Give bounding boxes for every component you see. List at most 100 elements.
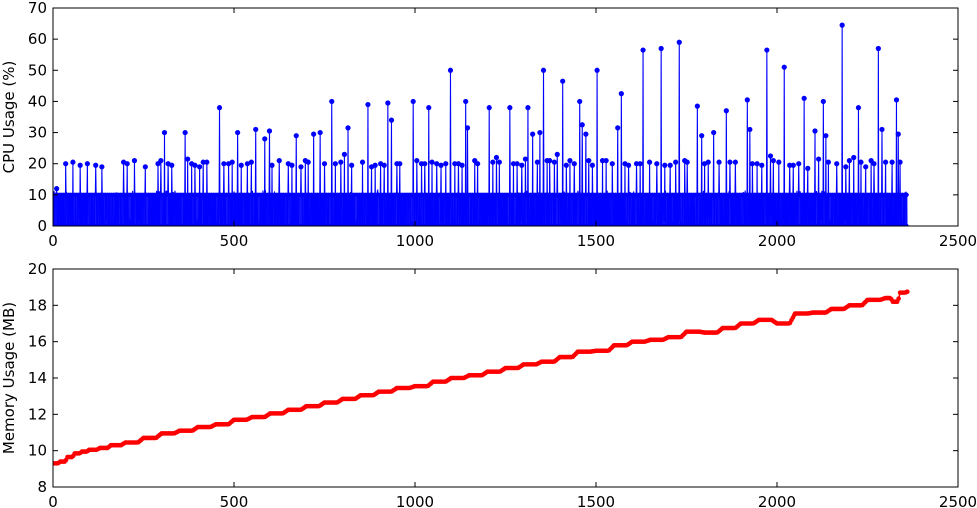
- y-tick-label: 60: [28, 30, 47, 48]
- cpu-spike-marker: [781, 64, 787, 70]
- y-axis-title: CPU Usage (%): [0, 61, 18, 174]
- cpu-spike-marker: [321, 161, 328, 167]
- cpu-spike-marker: [618, 91, 624, 97]
- cpu-spike-marker: [365, 101, 371, 108]
- cpu-spike-marker: [266, 128, 273, 134]
- cpu-spike-marker: [429, 159, 435, 165]
- cpu-spike-marker: [563, 162, 569, 168]
- cpu-spike-marker: [298, 164, 304, 170]
- cpu-spike-marker: [694, 103, 700, 109]
- cpu-spike-marker: [414, 158, 420, 164]
- cpu-spike-marker: [658, 45, 664, 52]
- x-tick-label: 500: [220, 232, 249, 250]
- cpu-spike-marker: [732, 159, 738, 165]
- cpu-spike-marker: [567, 158, 573, 164]
- y-tick-label: 40: [28, 92, 47, 110]
- cpu-spike-marker: [238, 162, 244, 168]
- cpu-spike-marker: [338, 159, 344, 165]
- y-tick-label: 50: [28, 61, 47, 79]
- cpu-spike-marker: [93, 162, 99, 168]
- cpu-spike-marker: [759, 162, 765, 168]
- x-tick-label: 0: [48, 493, 58, 508]
- cpu-spike-marker: [889, 159, 895, 165]
- cpu-spike-marker: [589, 162, 595, 168]
- cpu-spike-marker: [464, 125, 471, 131]
- cpu-spike-marker: [846, 158, 853, 164]
- cpu-spike-marker: [723, 108, 729, 114]
- x-tick-label: 500: [220, 493, 249, 508]
- cpu-spike-marker: [359, 159, 366, 165]
- cpu-spike-marker: [248, 159, 254, 165]
- cpu-spike-marker: [637, 161, 643, 167]
- cpu-spike-marker: [790, 162, 796, 168]
- cpu-spike-marker: [341, 151, 348, 157]
- x-tick-label: 2000: [758, 493, 796, 508]
- cpu-spike-marker: [883, 159, 889, 165]
- cpu-spike-marker: [747, 126, 753, 133]
- cpu-spike-marker: [796, 161, 802, 167]
- cpu-spike-marker: [858, 159, 864, 165]
- cpu-spike-marker: [161, 129, 168, 136]
- cpu-spike-marker: [317, 129, 323, 136]
- x-tick-label: 1000: [396, 493, 434, 508]
- cpu-spike-marker: [192, 162, 198, 168]
- cpu-spike-marker: [534, 159, 540, 165]
- cpu-spike-marker: [276, 158, 282, 164]
- cpu-spike-marker: [554, 151, 560, 157]
- x-tick-label: 2000: [758, 232, 796, 250]
- cpu-baseline-marker: [904, 223, 909, 226]
- cpu-spike-marker: [863, 164, 869, 170]
- cpu-spike-marker: [124, 161, 130, 167]
- cpu-spike-marker: [519, 162, 525, 168]
- cpu-spike-marker: [855, 105, 862, 111]
- y-tick-label: 30: [28, 124, 47, 142]
- cpu-spike-marker: [99, 164, 105, 170]
- cpu-spike-marker: [834, 161, 840, 167]
- cpu-spike-marker: [493, 154, 500, 161]
- x-tick-label: 0: [48, 232, 58, 250]
- cpu-spike-marker: [754, 161, 760, 167]
- cpu-spike-marker: [843, 164, 849, 170]
- cpu-spike-marker: [603, 158, 609, 164]
- y-axis-title: Memory Usage (MB): [0, 302, 18, 454]
- cpu-spike-marker: [875, 45, 881, 52]
- cpu-spike-marker: [764, 47, 770, 53]
- cpu-spike-marker: [825, 159, 832, 165]
- cpu-spike-marker: [459, 162, 465, 168]
- cpu-spike-marker: [447, 67, 454, 73]
- cpu-spike-marker: [594, 67, 600, 73]
- x-tick-label: 1500: [577, 232, 615, 250]
- cpu-spike-marker: [381, 162, 387, 168]
- cpu-spike-marker: [823, 133, 829, 139]
- cpu-spike-marker: [711, 129, 717, 136]
- plot-area: [53, 289, 910, 466]
- cpu-spike-marker: [654, 161, 660, 167]
- y-tick-label: 16: [28, 333, 47, 351]
- cpu-spike-marker: [699, 133, 705, 139]
- y-tick-label: 14: [28, 369, 47, 387]
- cpu-spike-marker: [662, 162, 668, 168]
- cpu-spike-marker: [422, 161, 428, 167]
- cpu-spike-marker: [776, 159, 782, 165]
- cpu-spike-marker: [895, 131, 901, 137]
- cpu-spike-marker: [397, 161, 403, 167]
- cpu-spike-marker: [185, 156, 191, 162]
- cpu-spike-marker: [496, 159, 502, 165]
- cpu-spike-marker: [530, 131, 536, 137]
- y-tick-label: 12: [28, 405, 47, 423]
- cpu-spike-marker: [640, 47, 646, 53]
- cpu-spike-marker: [388, 117, 395, 123]
- cpu-spike-marker: [221, 161, 227, 167]
- y-tick-label: 10: [28, 442, 47, 460]
- cpu-spike-marker: [705, 159, 711, 165]
- cpu-spike-marker: [537, 129, 543, 136]
- cpu-spike-marker: [329, 98, 335, 105]
- cpu-spike-marker: [871, 161, 877, 167]
- cpu-spike-marker: [434, 161, 440, 167]
- cpu-spike-marker: [253, 126, 259, 133]
- cpu-spike-marker: [633, 161, 640, 167]
- cpu-spike-marker: [684, 159, 690, 165]
- cpu-spike-marker: [385, 100, 391, 106]
- cpu-spike-marker: [490, 159, 496, 165]
